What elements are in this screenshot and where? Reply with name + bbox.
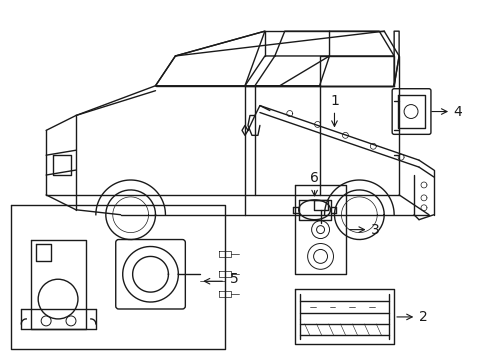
Text: 3: 3: [348, 222, 379, 237]
Text: 6: 6: [309, 171, 318, 196]
Text: 5: 5: [230, 272, 238, 286]
Text: 4: 4: [431, 104, 462, 118]
Text: 2: 2: [396, 310, 427, 324]
Text: 1: 1: [329, 94, 338, 126]
